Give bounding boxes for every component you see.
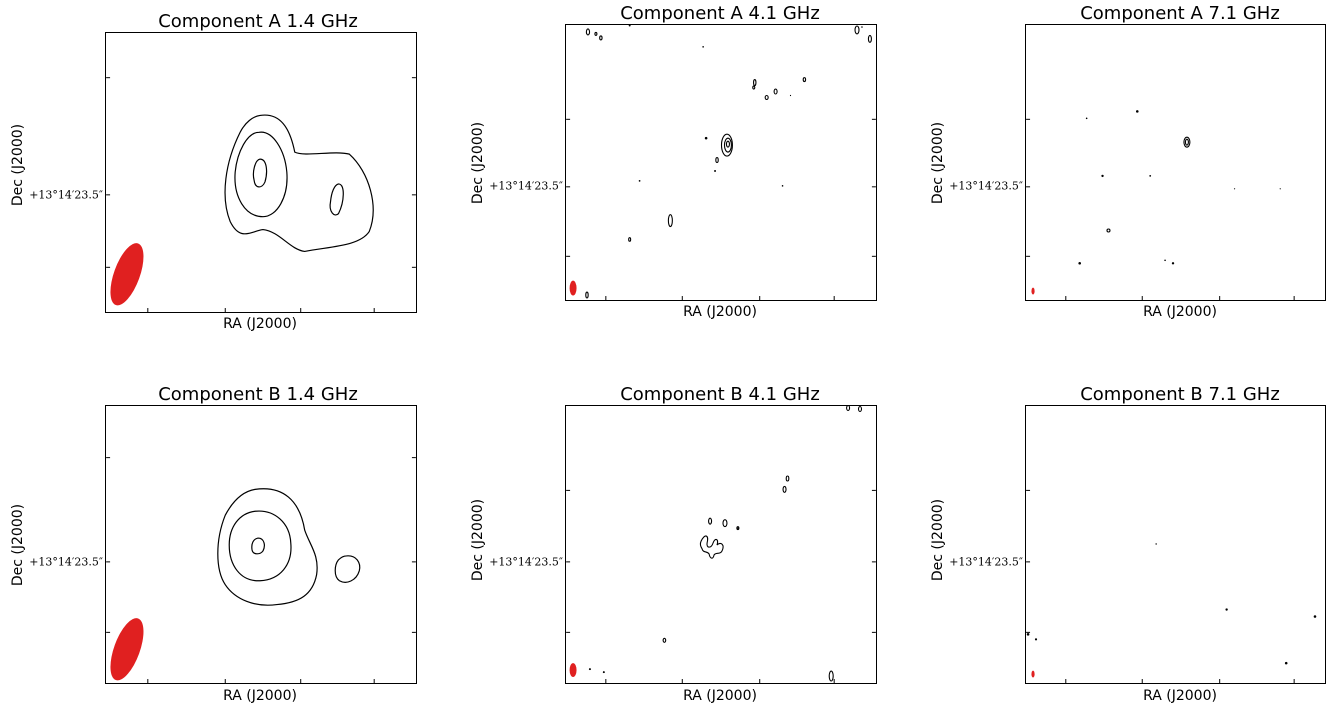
map-frame bbox=[565, 404, 877, 684]
beam-ellipse bbox=[1031, 670, 1035, 678]
source-contours bbox=[224, 114, 374, 253]
y-axis-label: Dec (J2000) bbox=[470, 121, 486, 205]
x-axis-label: RA (J2000) bbox=[1143, 304, 1217, 320]
y-tick-label: +13°14′23.5″ bbox=[949, 555, 1023, 569]
beam-ellipse bbox=[110, 243, 144, 306]
y-tick-label: +13°14′23.5″ bbox=[29, 555, 103, 569]
x-axis-label: RA (J2000) bbox=[683, 304, 757, 320]
map-frame bbox=[565, 24, 877, 301]
source-contours bbox=[585, 25, 872, 299]
y-tick-label: +13°14′23.5″ bbox=[949, 179, 1023, 193]
beam-ellipse bbox=[569, 280, 577, 296]
source-contours bbox=[662, 404, 863, 682]
contour-map bbox=[106, 457, 416, 683]
y-axis-label: Dec (J2000) bbox=[470, 498, 486, 582]
contour-map bbox=[1026, 110, 1295, 300]
panel-title: Component B 7.1 GHz bbox=[1078, 384, 1282, 405]
x-axis-label: RA (J2000) bbox=[223, 316, 297, 332]
beam-ellipse bbox=[569, 663, 577, 678]
y-tick-label: +13°14′23.5″ bbox=[29, 188, 103, 202]
map-frame bbox=[105, 32, 417, 313]
y-axis-label: Dec (J2000) bbox=[930, 498, 946, 582]
x-axis-label: RA (J2000) bbox=[223, 688, 297, 704]
x-axis-label: RA (J2000) bbox=[1143, 688, 1217, 704]
y-axis-label: Dec (J2000) bbox=[10, 503, 26, 587]
beam-ellipse bbox=[1031, 287, 1035, 295]
map-frame bbox=[105, 405, 417, 684]
panel-component-b-7-1ghz: Component B 7.1 GHz RA (J2000) Dec (J200… bbox=[920, 365, 1326, 705]
panel-component-b-1-4ghz: Component B 1.4 GHz RA (J2000) Dec (J200… bbox=[0, 365, 420, 705]
contour-map bbox=[106, 77, 416, 312]
x-axis-label: RA (J2000) bbox=[683, 688, 757, 704]
map-frame bbox=[1025, 405, 1326, 684]
y-axis-label: Dec (J2000) bbox=[930, 121, 946, 205]
source-contours bbox=[1106, 136, 1191, 233]
y-axis-label: Dec (J2000) bbox=[10, 123, 26, 207]
source-contours bbox=[217, 488, 361, 606]
contour-map bbox=[1026, 489, 1317, 683]
panel-title: Component B 4.1 GHz bbox=[618, 384, 822, 405]
panel-component-a-7-1ghz: Component A 7.1 GHz RA (J2000) Dec (J200… bbox=[920, 0, 1326, 340]
panel-component-a-1-4ghz: Component A 1.4 GHz RA (J2000) Dec (J200… bbox=[0, 0, 420, 340]
panel-title: Component A 4.1 GHz bbox=[618, 3, 822, 24]
panel-title: Component A 1.4 GHz bbox=[156, 11, 360, 32]
panel-title: Component B 1.4 GHz bbox=[156, 384, 360, 405]
panel-component-b-4-1ghz: Component B 4.1 GHz RA (J2000) Dec (J200… bbox=[460, 365, 880, 705]
beam-ellipse bbox=[110, 618, 144, 681]
map-frame bbox=[1025, 24, 1326, 301]
source-contours bbox=[1026, 543, 1317, 665]
contour-map bbox=[566, 404, 876, 683]
y-tick-label: +13°14′23.5″ bbox=[489, 179, 563, 193]
contour-map bbox=[566, 24, 876, 300]
y-tick-label: +13°14′23.5″ bbox=[489, 555, 563, 569]
panel-title: Component A 7.1 GHz bbox=[1078, 3, 1282, 24]
panel-component-a-4-1ghz: Component A 4.1 GHz RA (J2000) Dec (J200… bbox=[460, 0, 880, 340]
